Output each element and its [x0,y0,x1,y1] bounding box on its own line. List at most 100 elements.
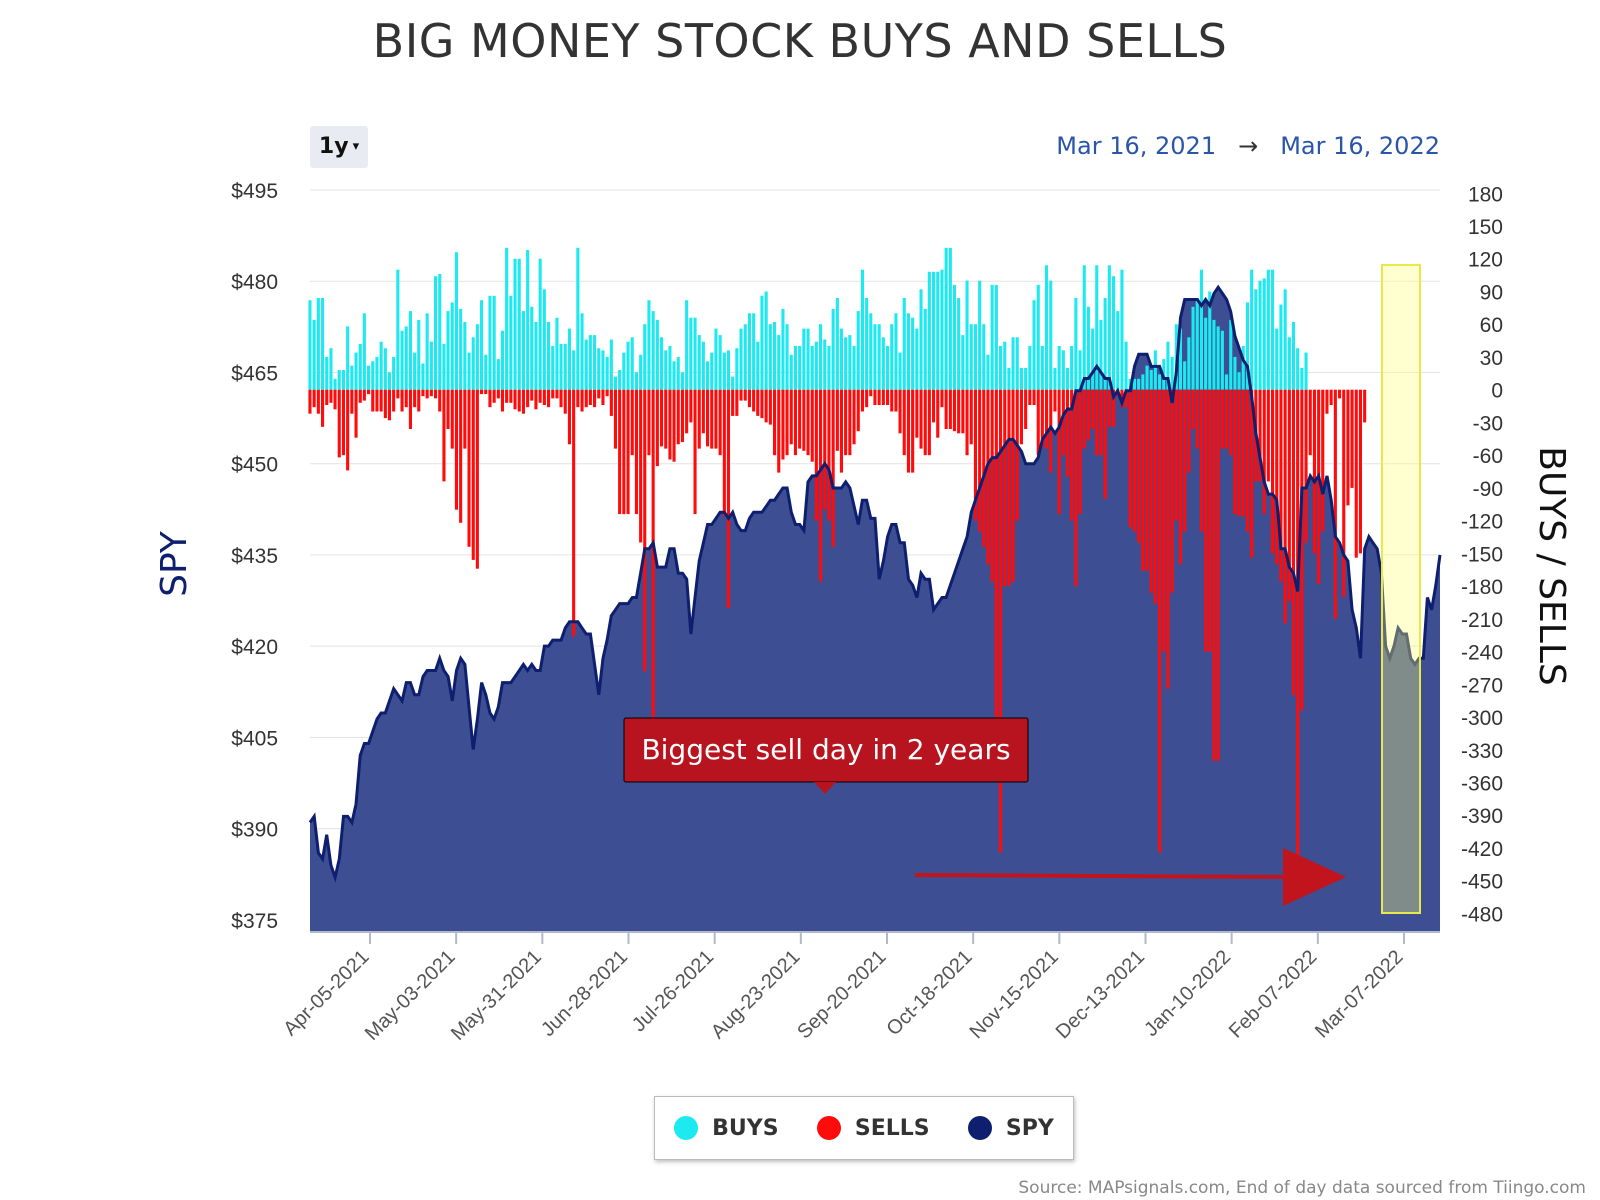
buys-bar [1137,378,1141,390]
right-axis-tick-label: -270 [1461,674,1503,697]
buys-bar [718,335,722,390]
sells-bar [383,389,387,419]
sells-bar [563,389,567,414]
chart-legend: BUYS SELLS SPY [654,1096,1074,1160]
range-select-button[interactable]: 1y ▾ [310,126,368,168]
sells-bar [1061,389,1065,456]
buys-bar [316,298,320,390]
sells-bar [530,389,534,401]
sells-bar [325,389,329,405]
sells-bar [781,389,785,460]
sells-bar [827,389,831,521]
x-axis-tick-label: Sep-20-2021 [793,946,890,1043]
buys-bar [1245,302,1249,390]
buys-bar [429,341,433,390]
sells-bar [1208,389,1212,652]
buys-bar [505,247,509,390]
sells-bar [1086,389,1090,440]
sells-bar [689,389,693,423]
buys-bar [701,341,705,390]
buys-bar [392,356,396,390]
buys-bar [1258,280,1262,390]
sells-bar [932,389,936,423]
sells-bar [337,389,341,458]
sells-bar [1266,389,1270,482]
buys-bar [1208,291,1212,390]
legend-item-spy[interactable]: SPY [967,1116,1054,1141]
sells-bar [404,389,408,408]
sells-bar [580,389,584,412]
date-range-start[interactable]: Mar 16, 2021 [1056,132,1217,160]
buys-bar [668,346,672,390]
buys-bar [471,337,475,390]
buys-bar [1279,304,1283,390]
sells-bar [434,389,438,399]
buys-bar [672,361,676,390]
sells-bar [521,389,525,414]
sells-bar [1162,389,1166,652]
sells-bar [1204,389,1208,652]
sells-bar [823,389,827,510]
buys-bar [387,372,391,390]
sells-bar [475,389,479,569]
legend-item-buys[interactable]: BUYS [674,1116,779,1141]
sells-bar [990,389,994,582]
left-axis-tick-label: $465 [231,362,278,385]
buys-bar [1149,370,1153,390]
sells-bar [1170,389,1174,593]
sells-bar [1187,389,1191,473]
buys-bar [1116,311,1120,390]
buys-bar [1254,289,1258,390]
sells-bar [1036,389,1040,456]
sells-bar [760,389,764,419]
legend-item-sells[interactable]: SELLS [816,1116,930,1141]
buys-bar [714,328,718,390]
sells-bar [860,389,864,412]
sells-bar [341,389,345,456]
date-range-end[interactable]: Mar 16, 2022 [1280,132,1440,160]
buys-bar [463,322,467,390]
buys-bar [660,337,664,390]
buys-bar [1024,367,1028,390]
buys-bar [1045,265,1049,390]
buys-bar [969,324,973,390]
buys-bar [1212,319,1216,390]
sells-bar [898,389,902,434]
buys-bar [454,252,458,390]
right-axis-title: BUYS / SELLS [1531,446,1572,685]
buys-bar [308,300,312,390]
sells-bar [1137,389,1141,543]
sells-bar [572,389,576,637]
buys-bar [484,354,488,390]
sells-bar [706,389,710,447]
sells-bar [526,389,530,408]
range-label: 1y [318,134,349,159]
sells-bar [1233,389,1237,515]
buys-bar [500,330,504,390]
sells-bar [848,389,852,456]
sells-bar [768,389,772,425]
sells-bar [446,389,450,429]
buys-bar [1304,352,1308,390]
sells-bar [1250,389,1254,558]
sells-bar [973,389,977,521]
buys-bar [367,365,371,390]
buys-bar [421,363,425,390]
buys-bar [1275,328,1279,390]
sells-bar [961,389,965,434]
buys-bar [513,258,517,390]
date-range[interactable]: Mar 16, 2021 → Mar 16, 2022 [1056,132,1440,160]
sells-bar [459,389,463,523]
buys-bar [1191,306,1195,390]
sells-bar [894,389,898,412]
sells-bar [576,389,580,408]
buys-bar [1107,265,1111,390]
buys-bar [1028,346,1032,390]
sells-bar [1074,389,1078,587]
sells-bar [685,389,689,434]
sells-bar [1032,389,1036,405]
buys-bar [865,298,869,390]
left-axis-tick-label: $420 [231,636,278,659]
sells-bar [1245,389,1249,532]
sells-bar [567,389,571,445]
